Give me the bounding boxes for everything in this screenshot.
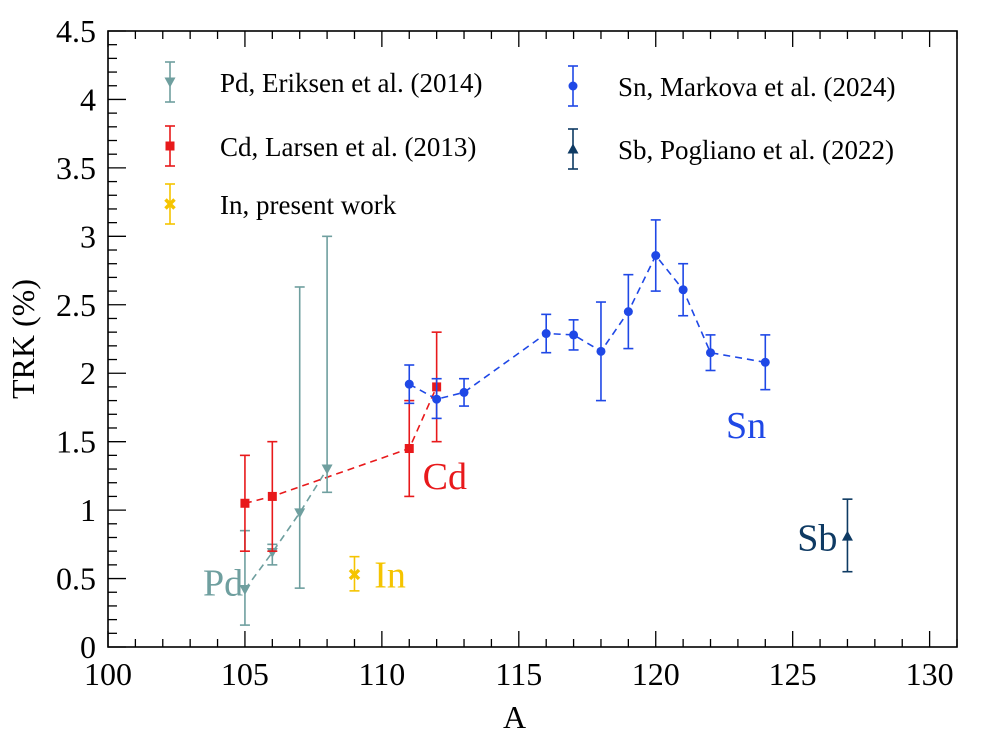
axes: 100 105 110 115 120 125 130 0 0.5 1 1.5 2 2.5 3 3.5 4 4.… bbox=[5, 13, 958, 735]
series-line-pd bbox=[244, 468, 328, 590]
legend-entry-sn: Sn, Markova et al. (2024) bbox=[568, 65, 895, 107]
x-tick-label: 110 bbox=[358, 656, 405, 692]
data-point-sn-111 bbox=[404, 379, 414, 389]
data-point-sn-116 bbox=[541, 329, 551, 339]
legend-marker-pd bbox=[164, 77, 176, 88]
legend-label-cd: Cd, Larsen et al. (2013) bbox=[220, 132, 476, 162]
y-tick-label: 2.5 bbox=[56, 287, 96, 323]
data-point-pd-105 bbox=[239, 585, 251, 596]
data-point-cd-105 bbox=[240, 498, 250, 508]
data-point-sn-112 bbox=[432, 394, 442, 404]
series-line-cd bbox=[244, 386, 438, 505]
annotation-label-sn: Sn bbox=[726, 405, 766, 447]
data-point-cd-111 bbox=[404, 444, 414, 454]
legend-label-sn: Sn, Markova et al. (2024) bbox=[618, 72, 895, 102]
data-point-sn-122 bbox=[706, 348, 716, 358]
data-point-sn-124 bbox=[760, 357, 770, 367]
legend-marker-sb bbox=[567, 143, 579, 154]
data-point-sn-113 bbox=[459, 387, 469, 397]
legend-marker-sn bbox=[568, 81, 578, 91]
legend-entry-cd: Cd, Larsen et al. (2013) bbox=[165, 125, 476, 167]
data-point-sn-119 bbox=[623, 307, 633, 317]
y-tick-label: 0.5 bbox=[56, 561, 96, 597]
annotations: Pd In Cd Sn Sb bbox=[203, 405, 837, 604]
error-bar-pd-107 bbox=[294, 286, 305, 589]
legend-label-pd: Pd, Eriksen et al. (2014) bbox=[220, 68, 482, 98]
x-tick-label: 125 bbox=[769, 656, 817, 692]
legend-marker-in-stroke-b bbox=[164, 198, 176, 210]
data-point-pd-108 bbox=[321, 464, 333, 475]
plot-frame bbox=[107, 30, 958, 648]
y-axis-label: TRK (%) bbox=[5, 279, 41, 399]
data-point-in-109-stroke-b bbox=[348, 568, 361, 581]
y-tick-label: 2 bbox=[80, 355, 96, 391]
data-point-sn-121 bbox=[678, 285, 688, 295]
y-tick-label: 3 bbox=[80, 218, 96, 254]
legend-entry-pd: Pd, Eriksen et al. (2014) bbox=[164, 61, 482, 103]
x-tick-label: 130 bbox=[906, 656, 954, 692]
data-point-sn-117 bbox=[569, 330, 579, 340]
data-point-pd-107 bbox=[294, 508, 306, 519]
x-tick-label: 115 bbox=[495, 656, 542, 692]
data-point-sn-120 bbox=[651, 250, 661, 260]
legend-label-sb: Sb, Pogliano et al. (2022) bbox=[618, 135, 894, 165]
x-tick-label: 120 bbox=[632, 656, 680, 692]
data-point-sn-118 bbox=[596, 346, 606, 356]
x-tick-label: 100 bbox=[84, 656, 132, 692]
legend-entry-sb: Sb, Pogliano et al. (2022) bbox=[567, 128, 894, 170]
legend: Pd, Eriksen et al. (2014) Cd, Larsen et a… bbox=[164, 61, 895, 225]
legend-entry-in: In, present work bbox=[164, 183, 397, 225]
y-tick-label: 4 bbox=[80, 81, 96, 117]
x-tick-label: 105 bbox=[221, 656, 269, 692]
error-bar-pd-108 bbox=[322, 235, 333, 494]
y-tick-label: 0 bbox=[80, 629, 96, 665]
legend-label-in: In, present work bbox=[220, 190, 397, 220]
annotation-label-sb: Sb bbox=[797, 517, 837, 559]
data-point-cd-106 bbox=[267, 491, 277, 501]
y-tick-label: 4.5 bbox=[56, 13, 96, 49]
data-point-sb-127 bbox=[841, 530, 853, 541]
y-tick-label: 3.5 bbox=[56, 150, 96, 186]
data-point-in-109 bbox=[348, 568, 361, 581]
y-tick-label: 1 bbox=[80, 492, 96, 528]
legend-marker-in bbox=[164, 198, 176, 210]
x-axis-label: A bbox=[503, 699, 526, 735]
annotation-label-in: In bbox=[374, 554, 406, 596]
annotation-label-pd: Pd bbox=[203, 563, 243, 605]
annotation-label-cd: Cd bbox=[423, 456, 467, 498]
y-tick-label: 1.5 bbox=[56, 424, 96, 460]
series-points bbox=[239, 219, 853, 626]
legend-marker-cd bbox=[165, 141, 175, 151]
